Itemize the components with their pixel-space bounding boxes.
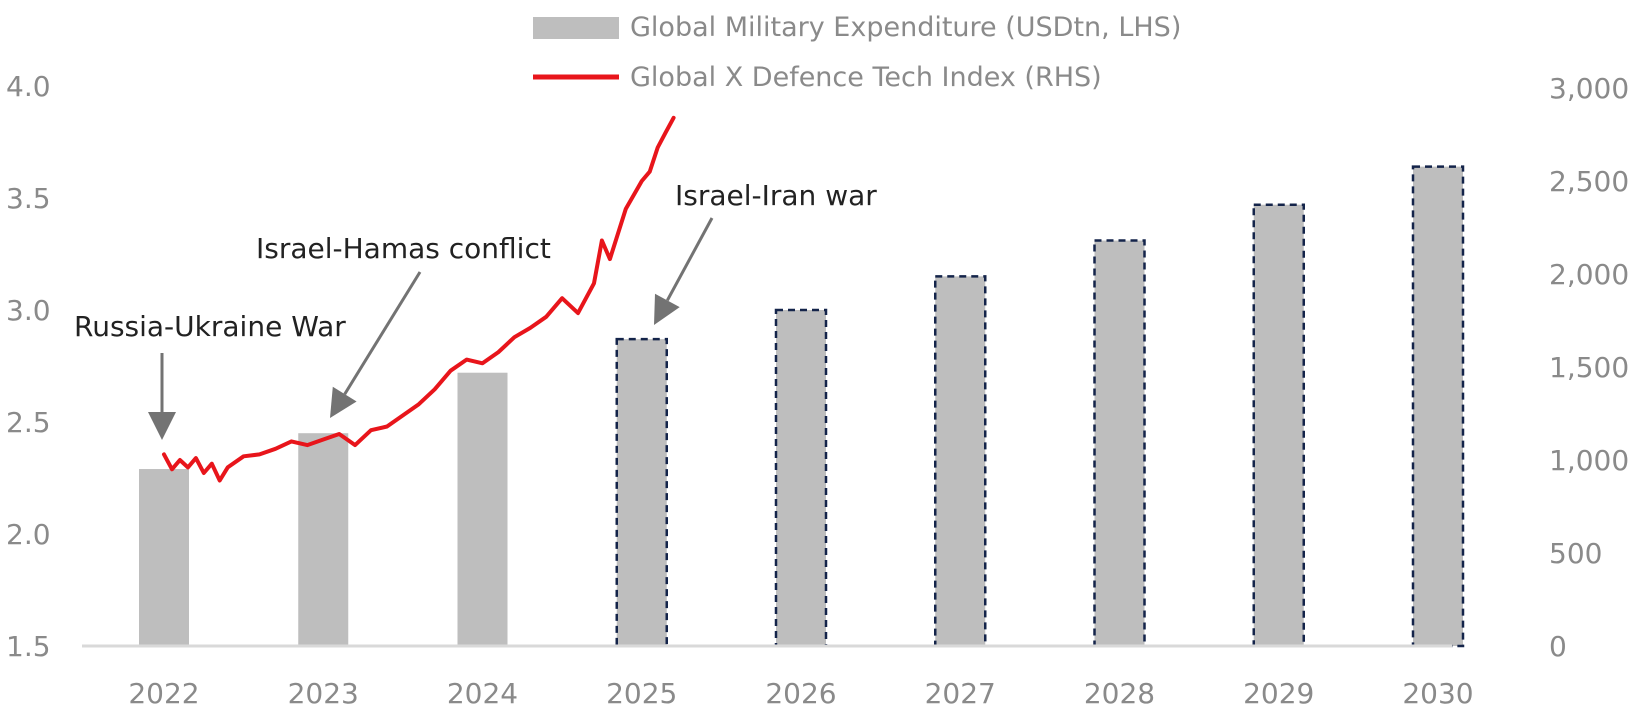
right-tick-0: 0: [1549, 630, 1567, 663]
right-tick-3-000: 3,000: [1549, 72, 1629, 105]
x-tick-2026: 2026: [765, 677, 836, 710]
right-tick-500: 500: [1549, 537, 1602, 570]
left-axis: 1.5 2.0 2.5 3.0 3.5 4.0: [6, 70, 51, 663]
x-tick-2024: 2024: [447, 677, 518, 710]
x-tick-2023: 2023: [288, 677, 359, 710]
left-tick-2-5: 2.5: [6, 406, 51, 439]
x-tick-2025: 2025: [606, 677, 677, 710]
x-tick-2029: 2029: [1243, 677, 1314, 710]
legend-label-military-expenditure: Global Military Expenditure (USDtn, LHS): [630, 12, 1181, 43]
x-tick-2022: 2022: [128, 677, 199, 710]
annotation-arrow-russia-ukraine-war: [148, 353, 176, 440]
annotation-israel-hamas-conflict: Israel-Hamas conflict: [256, 232, 551, 265]
bar-2023: [298, 433, 349, 646]
bar-2025: [615, 337, 668, 648]
legend-swatch-military-expenditure: [533, 17, 619, 39]
right-axis: 0 500 1,000 1,500 2,000 2,500 3,000: [1549, 72, 1629, 663]
left-tick-3-5: 3.5: [6, 182, 51, 215]
x-axis-labels: 2022 2023 2024 2025 2026 2027 2028 2029 2030: [128, 677, 1473, 710]
annotation-russia-ukraine-war: Russia-Ukraine War: [74, 310, 346, 343]
right-tick-1-500: 1,500: [1549, 351, 1629, 384]
bar-2028: [1093, 239, 1146, 648]
bar-2030: [1411, 165, 1465, 648]
annotations: Russia-Ukraine War Israel-Hamas conflict I…: [74, 179, 877, 440]
annotation-arrow-israel-hamas-conflict: [330, 271, 422, 418]
line-layer: [162, 115, 676, 483]
left-tick-2-0: 2.0: [6, 518, 51, 551]
x-tick-2028: 2028: [1084, 677, 1155, 710]
right-tick-2-000: 2,000: [1549, 258, 1629, 291]
left-tick-4-0: 4.0: [6, 70, 51, 103]
left-tick-1-5: 1.5: [6, 630, 51, 663]
bar-2024: [457, 372, 508, 646]
left-tick-3-0: 3.0: [6, 294, 51, 327]
line-defence-tech-index: [162, 115, 676, 483]
bar-2029: [1252, 203, 1305, 648]
x-tick-2030: 2030: [1402, 677, 1473, 710]
x-tick-2027: 2027: [925, 677, 996, 710]
bar-2022: [139, 469, 189, 646]
legend: Global Military Expenditure (USDtn, LHS)…: [533, 12, 1181, 93]
bar-2027: [934, 275, 987, 648]
annotation-israel-iran-war: Israel-Iran war: [675, 179, 877, 212]
bar-2026: [774, 308, 828, 648]
right-tick-1-000: 1,000: [1549, 444, 1629, 477]
annotation-arrow-israel-iran-war: [654, 217, 714, 325]
bars-layer: [139, 165, 1465, 648]
right-tick-2-500: 2,500: [1549, 165, 1629, 198]
legend-label-defence-tech-index: Global X Defence Tech Index (RHS): [630, 62, 1102, 93]
